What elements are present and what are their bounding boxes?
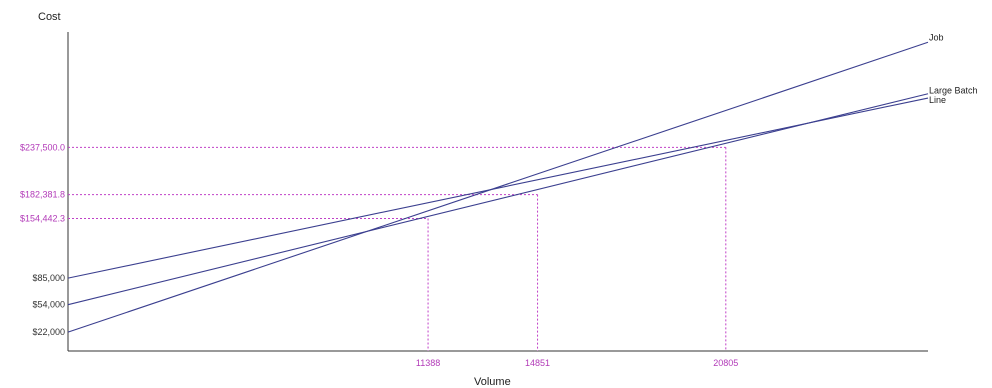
series-lines bbox=[67, 41, 929, 333]
y-tick-label: $85,000 bbox=[32, 273, 65, 283]
series-line-line bbox=[67, 97, 929, 279]
intersection-y-label: $154,442.3 bbox=[20, 214, 65, 224]
series-line-job bbox=[67, 41, 929, 333]
y-axis-title: Cost bbox=[38, 11, 61, 23]
y-tick-label: $54,000 bbox=[32, 300, 65, 310]
tick-labels: $154,442.3 11388 $182,381.8 14851 $237,500.0… bbox=[20, 32, 978, 368]
series-label: Line bbox=[929, 95, 946, 105]
guide-lines bbox=[68, 146, 727, 351]
intersection-y-label: $237,500.0 bbox=[20, 142, 65, 152]
intersection-x-label: 20805 bbox=[713, 358, 738, 368]
y-tick-label: $22,000 bbox=[32, 327, 65, 337]
intersection-x-label: 14851 bbox=[525, 358, 550, 368]
intersection-y-label: $182,381.8 bbox=[20, 190, 65, 200]
series-label: Job bbox=[929, 32, 944, 42]
series-line-large-batch bbox=[67, 93, 929, 306]
intersection-x-label: 11388 bbox=[416, 358, 440, 368]
x-axis-title: Volume bbox=[474, 376, 511, 388]
series-label: Large Batch bbox=[929, 86, 978, 96]
axes: Cost Volume bbox=[38, 11, 928, 388]
